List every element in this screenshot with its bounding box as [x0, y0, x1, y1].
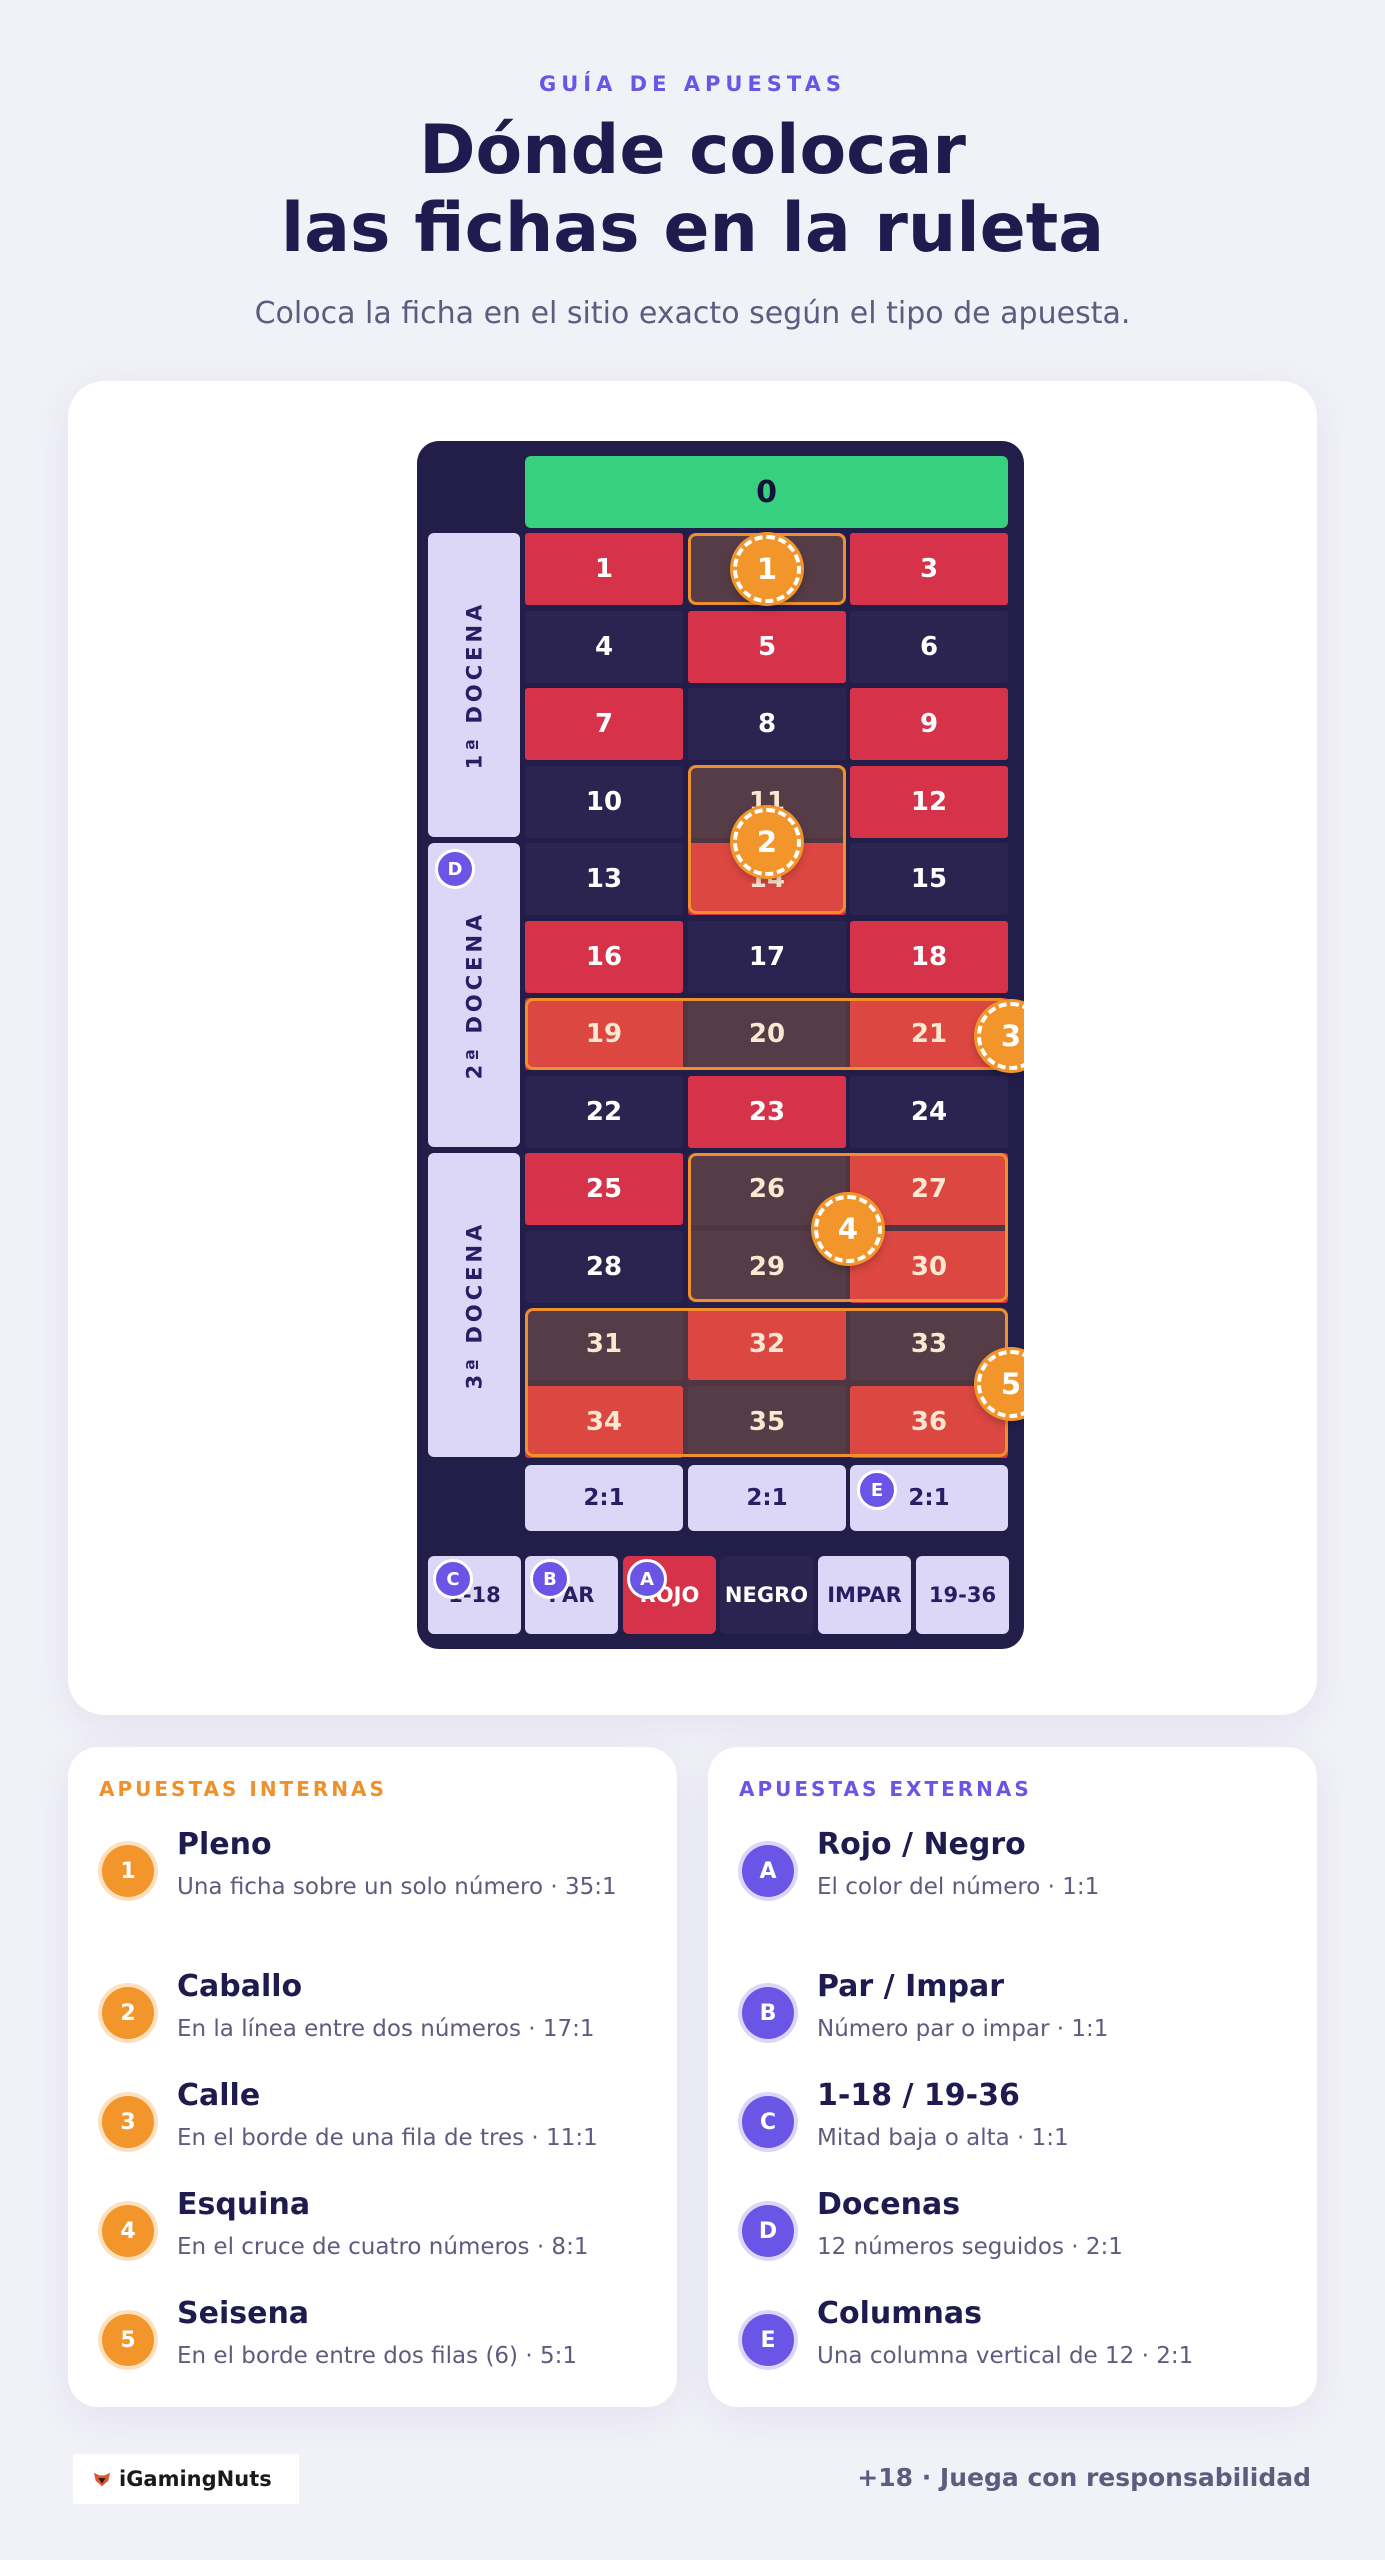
zero-cell[interactable]: 0 — [525, 456, 1008, 528]
number-cell[interactable]: 7 — [525, 688, 683, 760]
number-cell[interactable]: 21 — [850, 998, 1008, 1070]
dozen-2[interactable]: 2ª DOCENA — [428, 843, 520, 1147]
chip-3[interactable]: 3 — [977, 1002, 1024, 1070]
number-cell[interactable]: 25 — [525, 1153, 683, 1225]
number-cell[interactable]: 20 — [688, 998, 846, 1070]
highlight-calle — [525, 998, 1008, 1070]
number-cell[interactable]: 10 — [525, 765, 683, 838]
legend-name: Caballo — [177, 1969, 303, 2004]
chip-1[interactable]: 1 — [733, 535, 801, 603]
highlight-seisena — [525, 1308, 1008, 1457]
legend-name: Esquina — [177, 2187, 311, 2222]
number-cell[interactable]: 18 — [850, 920, 1008, 993]
title-line-2: las fichas en la ruleta — [280, 189, 1105, 268]
tag-c: C — [433, 1559, 473, 1599]
outside-bet-19-36[interactable]: 19-36 — [916, 1556, 1009, 1634]
legend-badge: A — [742, 1845, 794, 1897]
number-cell[interactable]: 9 — [850, 688, 1008, 760]
legend-desc: En el borde de una fila de tres · 11:1 — [177, 2125, 598, 2151]
dozen-label: 3ª DOCENA — [462, 1220, 487, 1390]
legend-desc: En la línea entre dos números · 17:1 — [177, 2016, 595, 2042]
outside-bet-negro[interactable]: NEGRO — [720, 1556, 813, 1634]
number-cell[interactable]: 6 — [850, 610, 1008, 683]
number-cell[interactable]: 32 — [688, 1308, 846, 1380]
number-cell[interactable]: 12 — [850, 765, 1008, 838]
number-cell[interactable]: 26 — [688, 1153, 846, 1225]
number-cell[interactable]: 3 — [850, 533, 1008, 605]
number-cell[interactable]: 28 — [525, 1230, 683, 1303]
legend-desc: Una ficha sobre un solo número · 35:1 — [177, 1874, 617, 1900]
legend-desc: En el borde entre dos filas (6) · 5:1 — [177, 2343, 577, 2369]
number-cell[interactable]: 4 — [525, 610, 683, 683]
dozen-1[interactable]: 1ª DOCENA — [428, 533, 520, 837]
outside-bets-title: APUESTAS EXTERNAS — [739, 1777, 1032, 1801]
tag-d: D — [435, 849, 475, 889]
subtitle: Coloca la ficha en el sitio exacto según… — [254, 296, 1131, 331]
legend-badge: 4 — [102, 2205, 154, 2257]
chip-4[interactable]: 4 — [814, 1195, 882, 1263]
inside-bets-title: APUESTAS INTERNAS — [99, 1777, 387, 1801]
number-cell[interactable]: 5 — [688, 610, 846, 683]
number-cell[interactable]: 1 — [525, 533, 683, 605]
legend-badge: B — [742, 1987, 794, 2039]
number-cell[interactable]: 15 — [850, 843, 1008, 915]
legend-badge: 3 — [102, 2096, 154, 2148]
number-cell[interactable]: 13 — [525, 843, 683, 915]
legend-name: Pleno — [177, 1827, 272, 1862]
column-bet-1[interactable]: 2:1 — [525, 1465, 683, 1531]
outside-bets-card: APUESTAS EXTERNAS A Rojo / Negro El color … — [708, 1747, 1317, 2407]
tag-e: E — [857, 1470, 897, 1510]
inside-bets-card: APUESTAS INTERNAS 1 Pleno Una ficha sobre … — [68, 1747, 677, 2407]
number-cell[interactable]: 16 — [525, 920, 683, 993]
legend-name: 1-18 / 19-36 — [817, 2078, 1020, 2113]
number-cell[interactable]: 17 — [688, 920, 846, 993]
fox-icon — [93, 2472, 111, 2487]
legend-badge: D — [742, 2205, 794, 2257]
legend-badge: C — [742, 2096, 794, 2148]
number-cell[interactable]: 24 — [850, 1075, 1008, 1148]
number-cell[interactable]: 22 — [525, 1075, 683, 1148]
legend-name: Rojo / Negro — [817, 1827, 1026, 1862]
number-cell[interactable]: 34 — [525, 1385, 683, 1458]
number-cell[interactable]: 31 — [525, 1308, 683, 1380]
kicker: GUÍA DE APUESTAS — [539, 72, 846, 96]
legend-name: Docenas — [817, 2187, 961, 2222]
number-cell[interactable]: 35 — [688, 1385, 846, 1458]
dozen-3[interactable]: 3ª DOCENA — [428, 1153, 520, 1457]
brand-logo: iGamingNuts — [73, 2454, 299, 2504]
chip-2[interactable]: 2 — [733, 808, 801, 876]
legend-name: Columnas — [817, 2296, 982, 2331]
legend-name: Calle — [177, 2078, 261, 2113]
legend-desc: En el cruce de cuatro números · 8:1 — [177, 2234, 589, 2260]
page-title: Dónde colocar las fichas en la ruleta — [0, 112, 1385, 268]
legend-name: Seisena — [177, 2296, 310, 2331]
tag-a: A — [627, 1559, 667, 1599]
footer-note: +18 · Juega con responsabilidad — [857, 2463, 1311, 2492]
roulette-board: 0 12345678910111213141516171819202122232… — [417, 441, 1024, 1649]
brand-name: iGamingNuts — [119, 2467, 272, 2491]
number-cell[interactable]: 19 — [525, 998, 683, 1070]
tag-b: B — [530, 1559, 570, 1599]
legend-desc: El color del número · 1:1 — [817, 1874, 1100, 1900]
legend-badge: E — [742, 2314, 794, 2366]
dozen-label: 1ª DOCENA — [462, 600, 487, 770]
chip-5[interactable]: 5 — [977, 1350, 1024, 1418]
legend-desc: 12 números seguidos · 2:1 — [817, 2234, 1123, 2260]
title-line-1: Dónde colocar — [419, 111, 966, 190]
number-cell[interactable]: 8 — [688, 688, 846, 760]
column-bet-2[interactable]: 2:1 — [688, 1465, 846, 1531]
number-cell[interactable]: 23 — [688, 1075, 846, 1148]
number-cell[interactable]: 30 — [850, 1230, 1008, 1303]
dozen-label: 2ª DOCENA — [462, 910, 487, 1080]
legend-badge: 5 — [102, 2314, 154, 2366]
legend-desc: Una columna vertical de 12 · 2:1 — [817, 2343, 1194, 2369]
legend-desc: Mitad baja o alta · 1:1 — [817, 2125, 1069, 2151]
legend-desc: Número par o impar · 1:1 — [817, 2016, 1109, 2042]
legend-badge: 2 — [102, 1987, 154, 2039]
legend-name: Par / Impar — [817, 1969, 1005, 2004]
outside-bet-impar[interactable]: IMPAR — [818, 1556, 911, 1634]
legend-badge: 1 — [102, 1845, 154, 1897]
